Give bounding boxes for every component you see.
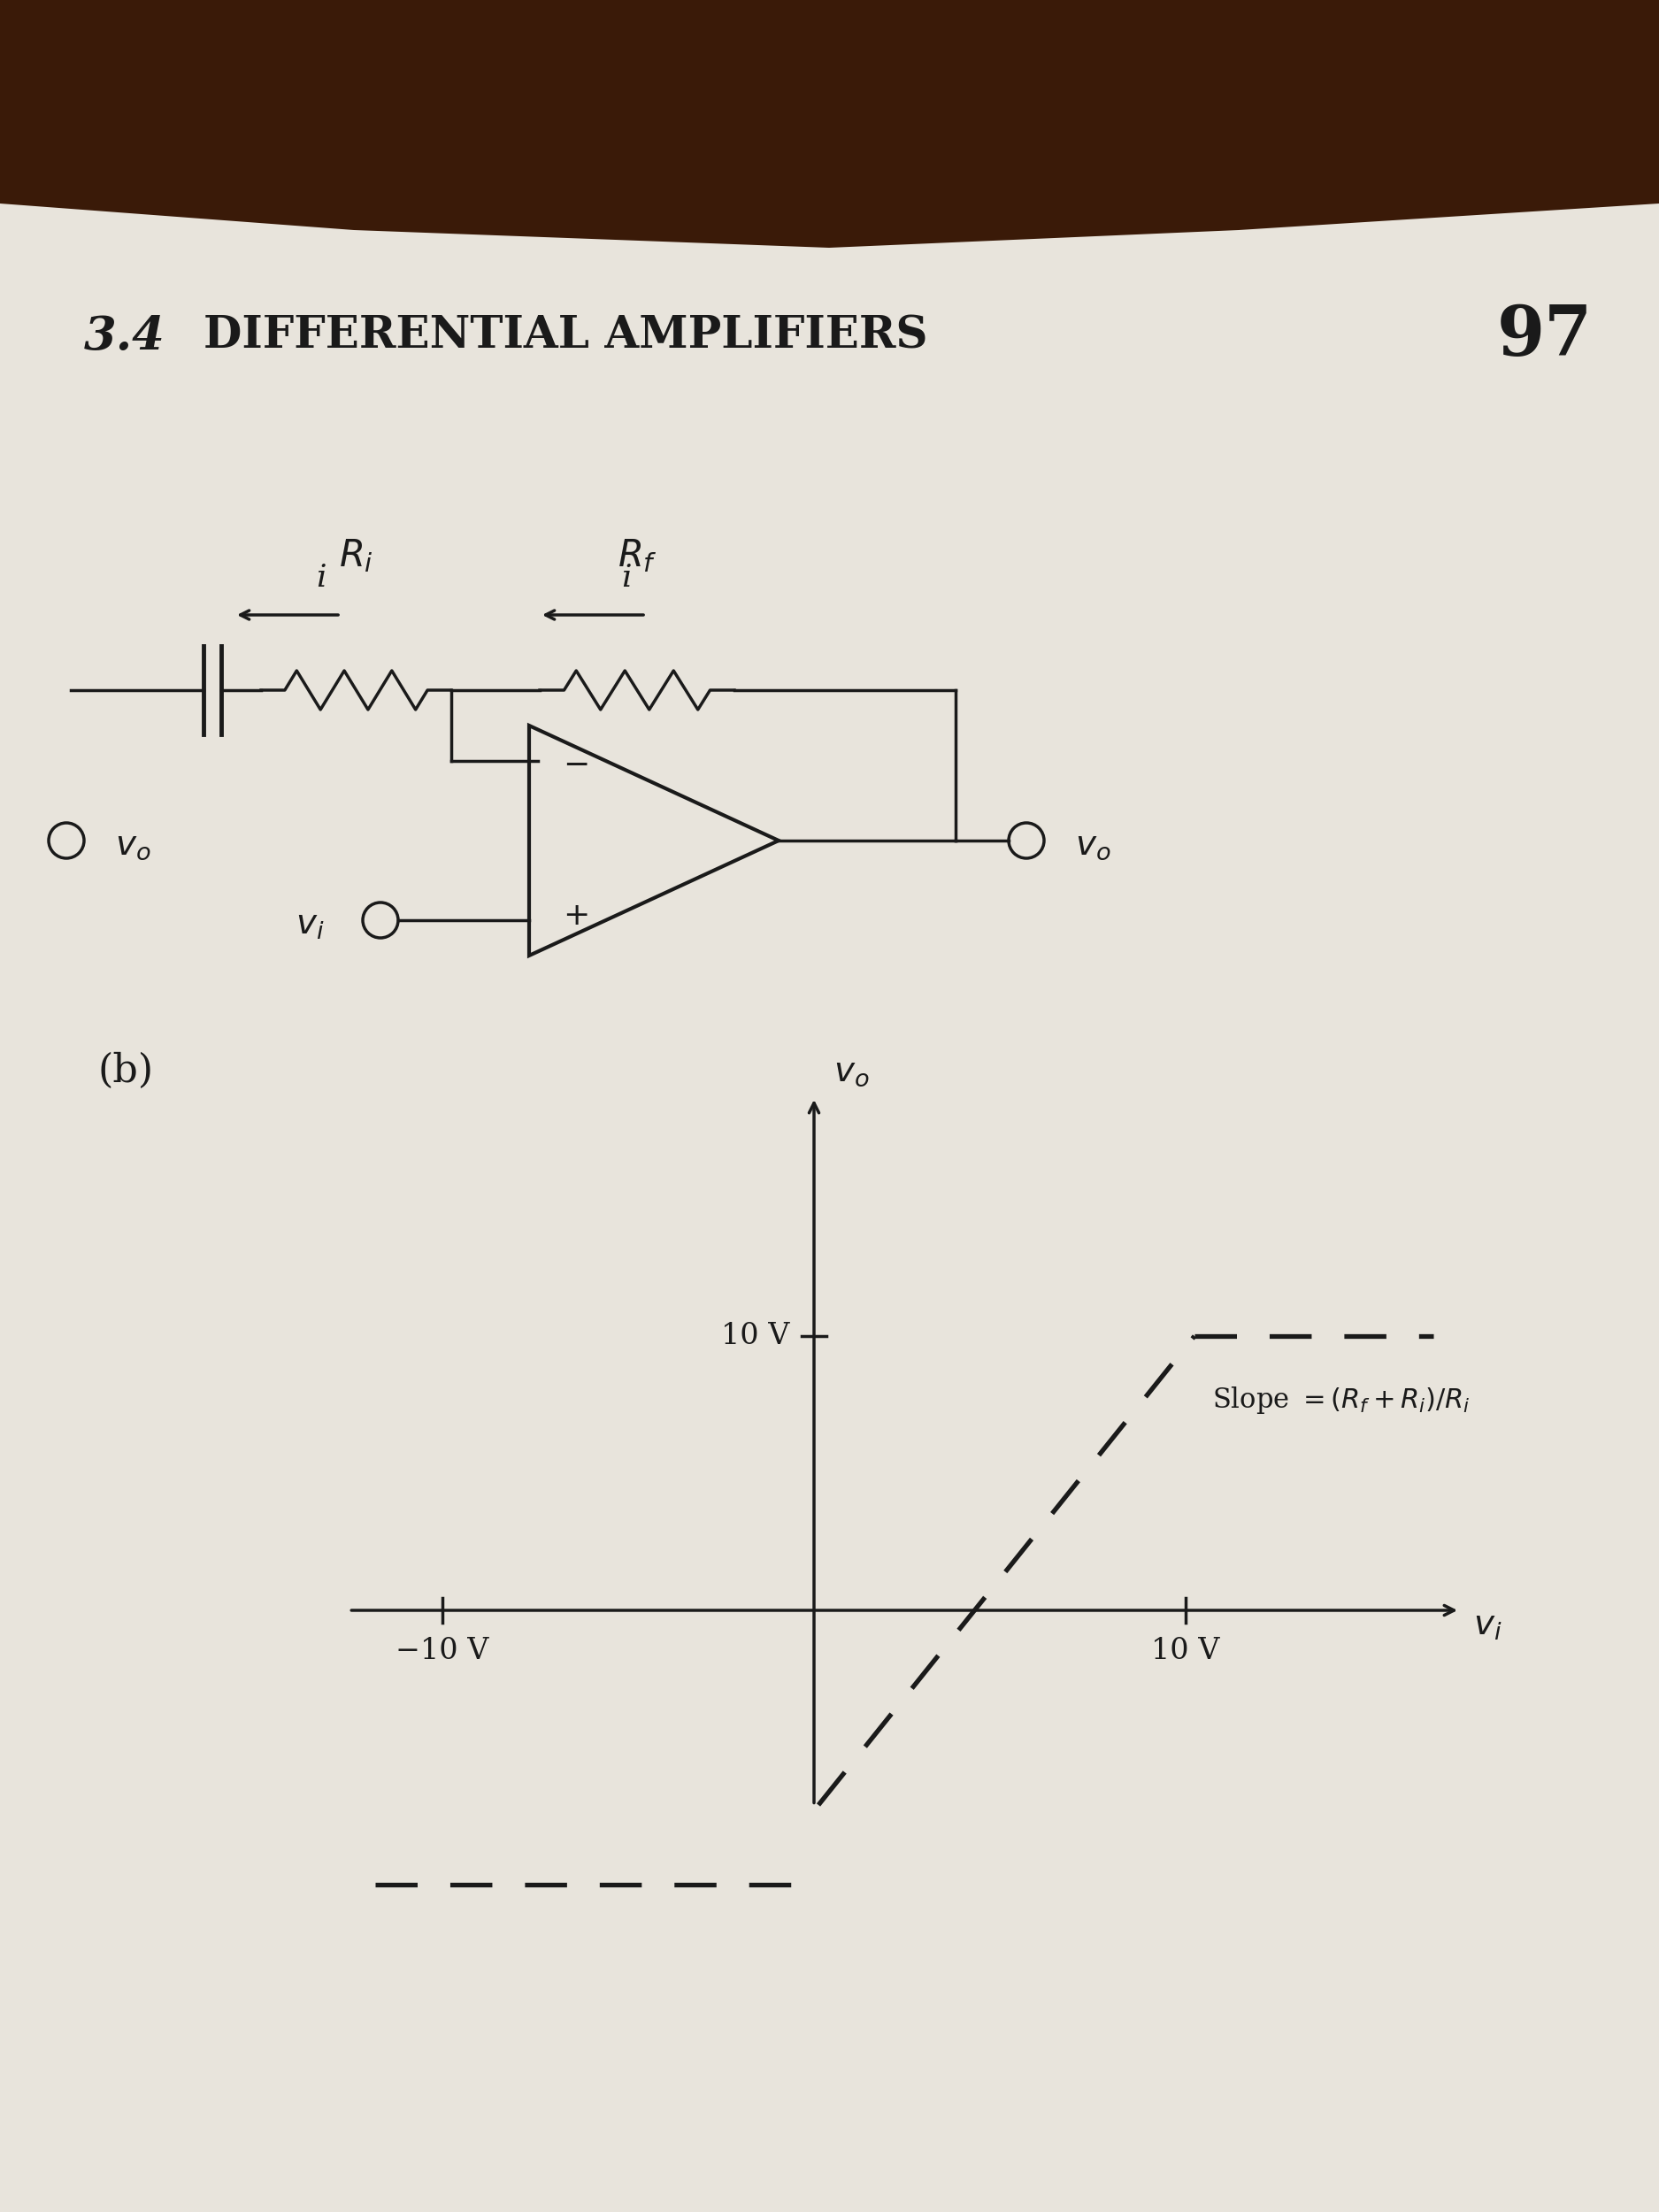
Polygon shape xyxy=(0,0,1659,248)
Text: $v_o$: $v_o$ xyxy=(833,1055,869,1088)
Text: $v_o$: $v_o$ xyxy=(114,830,151,860)
Text: $v_i$: $v_i$ xyxy=(1473,1610,1501,1644)
Text: $v_i$: $v_i$ xyxy=(295,909,324,940)
Text: DIFFERENTIAL AMPLIFIERS: DIFFERENTIAL AMPLIFIERS xyxy=(204,314,927,358)
Text: i: i xyxy=(622,562,632,593)
Text: i: i xyxy=(317,562,327,593)
Text: −: − xyxy=(562,750,589,781)
Text: 10 V: 10 V xyxy=(1151,1637,1219,1666)
Text: +: + xyxy=(562,900,589,931)
Text: −10 V: −10 V xyxy=(397,1637,489,1666)
Text: 97: 97 xyxy=(1496,303,1593,369)
Text: (b): (b) xyxy=(98,1051,153,1091)
Text: 3.4: 3.4 xyxy=(85,314,166,358)
Text: $R_i$: $R_i$ xyxy=(338,538,373,575)
Text: $v_o$: $v_o$ xyxy=(1075,830,1112,860)
Text: $R_f$: $R_f$ xyxy=(617,538,657,575)
Text: Slope $= (R_f + R_i)/R_i$: Slope $= (R_f + R_i)/R_i$ xyxy=(1213,1385,1470,1416)
Text: 10 V: 10 V xyxy=(720,1323,790,1349)
